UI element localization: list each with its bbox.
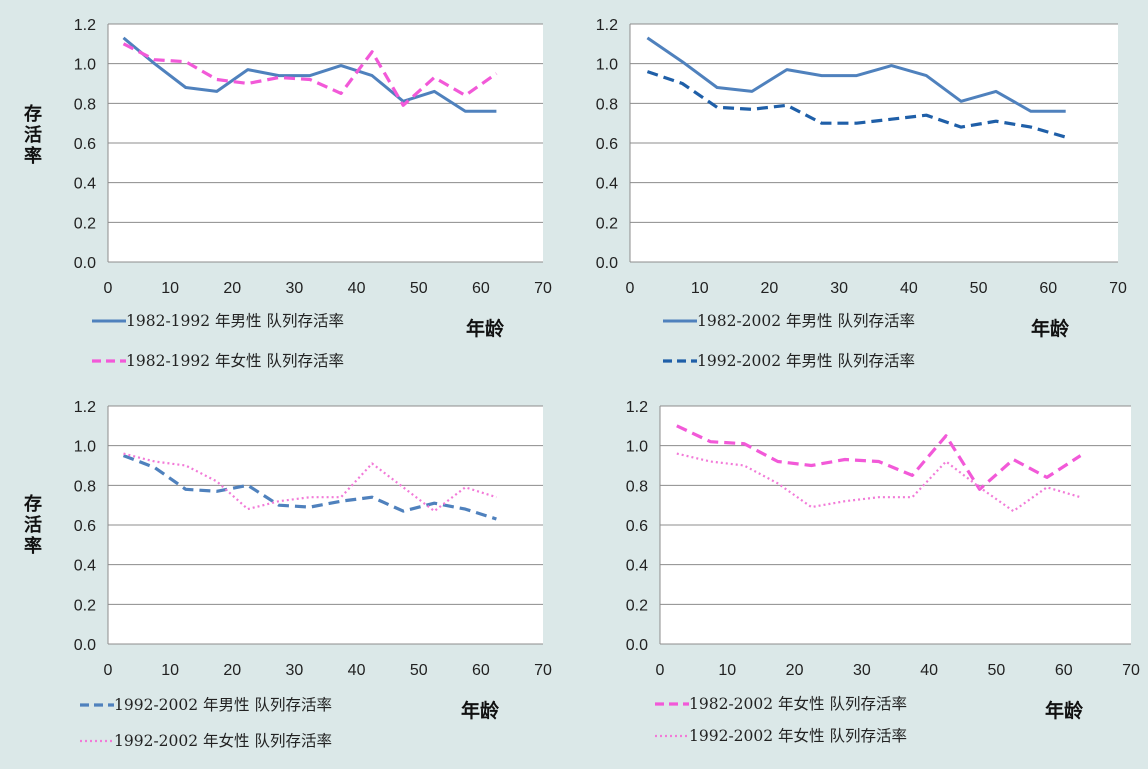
y-tick-label: 0.6: [596, 136, 618, 153]
y-tick-label: 1.0: [596, 57, 618, 74]
y-tick-label: 0.6: [74, 136, 96, 153]
series-line-1: [122, 454, 497, 521]
x-axis-label: 年龄: [1045, 699, 1084, 722]
y-tick-label: 0.2: [596, 215, 618, 232]
legend-label: 1992-2002 年女性 队列存活率: [689, 726, 907, 745]
x-tick-label: 40: [920, 662, 938, 679]
x-tick-label: 70: [1122, 662, 1140, 679]
x-tick-label: 10: [161, 280, 179, 297]
y-tick-label: 0.0: [74, 255, 96, 272]
chart-3: 0.0 0.2 0.4 0.6 0.8 1.0 1.2 0 10 20 30 40 50 60 70 存活率年…: [24, 399, 552, 750]
y-tick-label: 0.4: [74, 558, 96, 575]
x-tick-label: 10: [161, 662, 179, 679]
x-tick-label: 40: [348, 662, 366, 679]
y-tick-label: 0.8: [596, 96, 618, 113]
legend-label: 1982-2002 年女性 队列存活率: [689, 694, 907, 713]
x-tick-label: 0: [104, 662, 113, 679]
y-tick-label: 1.2: [74, 399, 96, 416]
x-tick-label: 0: [626, 280, 635, 297]
x-axis-label: 年龄: [1031, 317, 1070, 340]
y-tick-label: 0.0: [74, 637, 96, 654]
x-tick-label: 30: [286, 662, 304, 679]
x-tick-label: 30: [830, 280, 848, 297]
series-line-1: [646, 36, 1066, 113]
legend-label: 1992-2002 年男性 队列存活率: [697, 352, 915, 370]
y-tick-label: 0.2: [626, 597, 648, 614]
y-tick-label: 0.8: [74, 478, 96, 495]
x-tick-label: 30: [286, 280, 304, 297]
chart-4: 0.0 0.2 0.4 0.6 0.8 1.0 1.2 0 10 20 30 40 50 60 70 年龄 19…: [626, 399, 1140, 745]
x-tick-label: 60: [472, 280, 490, 297]
y-axis-label: 存活率: [24, 493, 42, 557]
x-tick-label: 30: [853, 662, 871, 679]
y-tick-label: 0.8: [626, 478, 648, 495]
y-tick-label: 0.2: [74, 215, 96, 232]
series-line-2: [676, 452, 1081, 513]
y-tick-label: 1.2: [596, 17, 618, 34]
chart-1: 0.0 0.2 0.4 0.6 0.8 1.0 1.2 0 10 20 30 40 50 60 70 存活率年…: [24, 17, 552, 370]
y-axis-label: 存活率: [24, 103, 42, 167]
series-line-1: [676, 424, 1082, 491]
x-tick-label: 60: [1039, 280, 1057, 297]
y-tick-label: 0.4: [74, 176, 96, 193]
legend-label: 1982-1992 年男性 队列存活率: [126, 312, 344, 330]
legend-label: 1992-2002 年男性 队列存活率: [114, 696, 332, 714]
y-tick-label: 1.0: [74, 439, 96, 456]
x-tick-label: 20: [761, 280, 779, 297]
x-tick-label: 50: [410, 662, 428, 679]
x-tick-label: 70: [1109, 280, 1127, 297]
x-axis-label: 年龄: [461, 699, 500, 722]
y-tick-label: 0.4: [626, 558, 648, 575]
x-tick-label: 50: [988, 662, 1006, 679]
y-tick-label: 0.4: [596, 176, 618, 193]
chart-2: 0.0 0.2 0.4 0.6 0.8 1.0 1.2 0 10 20 30 40 50 60 70 年龄 19…: [596, 17, 1127, 370]
x-tick-label: 20: [223, 662, 241, 679]
x-tick-label: 10: [691, 280, 709, 297]
y-tick-label: 0.0: [626, 637, 648, 654]
x-tick-label: 60: [1055, 662, 1073, 679]
legend-label: 1982-2002 年男性 队列存活率: [697, 312, 915, 330]
x-tick-label: 0: [656, 662, 665, 679]
x-tick-label: 50: [410, 280, 428, 297]
x-tick-label: 50: [970, 280, 988, 297]
y-tick-label: 1.0: [74, 57, 96, 74]
x-tick-label: 10: [718, 662, 736, 679]
y-tick-label: 1.0: [626, 439, 648, 456]
x-tick-label: 0: [104, 280, 113, 297]
x-tick-label: 40: [348, 280, 366, 297]
x-tick-label: 70: [534, 280, 552, 297]
series-line-2: [122, 42, 498, 107]
legend-label: 1992-2002 年女性 队列存活率: [114, 731, 332, 750]
x-axis-label: 年龄: [466, 317, 505, 340]
y-tick-label: 0.0: [596, 255, 618, 272]
y-tick-label: 0.2: [74, 597, 96, 614]
x-tick-label: 20: [223, 280, 241, 297]
y-tick-label: 0.6: [626, 518, 648, 535]
y-tick-label: 1.2: [74, 17, 96, 34]
y-tick-label: 0.8: [74, 96, 96, 113]
y-tick-label: 0.6: [74, 518, 96, 535]
y-tick-label: 1.2: [626, 399, 648, 416]
x-tick-label: 70: [534, 662, 552, 679]
x-tick-label: 40: [900, 280, 918, 297]
x-tick-label: 20: [786, 662, 804, 679]
series-line-1: [122, 36, 497, 113]
x-tick-label: 60: [472, 662, 490, 679]
series-line-2: [646, 70, 1067, 139]
legend-label: 1982-1992 年女性 队列存活率: [126, 351, 344, 370]
